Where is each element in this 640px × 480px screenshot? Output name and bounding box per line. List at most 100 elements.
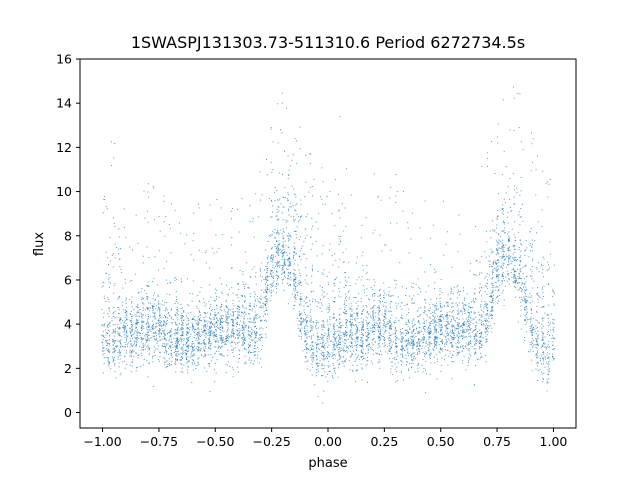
- data-point: [267, 241, 269, 242]
- data-point: [231, 352, 233, 354]
- data-point: [151, 307, 153, 309]
- data-point: [451, 342, 453, 344]
- data-point: [502, 174, 504, 176]
- data-point: [450, 291, 452, 293]
- data-point: [204, 344, 206, 346]
- data-point: [532, 347, 534, 349]
- data-point: [389, 306, 391, 308]
- data-point: [466, 326, 468, 328]
- data-point: [459, 335, 460, 337]
- data-point: [266, 300, 268, 302]
- data-point: [380, 338, 382, 340]
- data-point: [379, 333, 381, 334]
- data-point: [528, 319, 530, 320]
- data-point: [327, 366, 329, 368]
- data-point: [327, 324, 329, 326]
- data-point: [282, 206, 284, 208]
- data-point: [205, 303, 207, 305]
- data-point: [134, 330, 136, 332]
- data-point: [345, 324, 347, 326]
- data-point: [412, 339, 414, 341]
- data-point: [384, 309, 386, 311]
- data-point: [148, 326, 149, 328]
- data-point: [338, 340, 340, 342]
- data-point: [334, 301, 335, 303]
- data-point: [204, 355, 206, 357]
- data-point: [506, 256, 508, 258]
- data-point: [248, 304, 250, 306]
- data-point: [439, 352, 441, 354]
- data-point: [470, 328, 472, 329]
- data-point: [231, 267, 233, 269]
- data-point: [195, 365, 197, 367]
- data-point: [554, 358, 556, 360]
- data-point: [360, 363, 362, 365]
- data-point: [288, 169, 290, 171]
- data-point: [311, 356, 313, 358]
- data-point: [340, 327, 342, 328]
- data-point: [180, 335, 182, 337]
- data-point: [271, 258, 273, 260]
- data-point: [152, 357, 153, 359]
- data-point: [535, 368, 537, 370]
- data-point: [253, 316, 255, 318]
- data-point: [126, 324, 128, 326]
- data-point: [395, 342, 397, 344]
- data-point: [530, 344, 532, 346]
- data-point: [419, 344, 421, 346]
- data-point: [192, 293, 194, 295]
- data-point: [158, 269, 159, 271]
- data-point: [103, 281, 105, 283]
- data-point: [452, 361, 454, 362]
- data-point: [525, 286, 527, 288]
- data-point: [342, 356, 344, 358]
- data-point: [425, 302, 426, 304]
- data-point: [316, 363, 318, 365]
- data-point: [300, 216, 301, 218]
- data-point: [351, 310, 353, 312]
- data-point: [187, 337, 189, 339]
- data-point: [452, 293, 454, 295]
- data-point: [313, 322, 315, 323]
- data-point: [452, 346, 454, 348]
- data-point: [145, 293, 147, 295]
- data-point: [113, 331, 115, 333]
- data-point: [171, 360, 173, 362]
- data-point: [260, 319, 262, 321]
- data-point: [460, 330, 462, 332]
- data-point: [531, 278, 533, 280]
- data-point: [237, 316, 239, 318]
- data-point: [323, 368, 325, 369]
- data-point: [503, 222, 505, 223]
- data-point: [338, 287, 340, 289]
- data-point: [163, 322, 165, 324]
- data-point: [523, 298, 525, 300]
- data-point: [374, 281, 376, 283]
- data-point: [451, 343, 453, 345]
- data-point: [321, 374, 323, 376]
- data-point: [237, 324, 238, 325]
- data-point: [529, 293, 531, 295]
- data-point: [242, 338, 244, 340]
- data-point: [123, 324, 124, 326]
- data-point: [518, 127, 520, 128]
- data-point: [535, 340, 537, 342]
- data-point: [351, 338, 353, 340]
- data-point: [282, 228, 284, 230]
- data-point: [131, 324, 133, 326]
- data-point: [331, 352, 333, 354]
- data-point: [402, 337, 404, 339]
- data-point: [479, 287, 481, 289]
- data-point: [170, 309, 172, 311]
- data-point: [123, 328, 125, 330]
- data-point: [408, 252, 410, 254]
- data-point: [357, 329, 358, 331]
- data-point: [385, 317, 387, 319]
- data-point: [288, 234, 290, 236]
- data-point: [114, 341, 116, 343]
- data-point: [469, 324, 471, 326]
- data-point: [334, 285, 336, 287]
- data-point: [249, 293, 251, 295]
- data-point: [148, 285, 150, 287]
- data-point: [535, 169, 537, 171]
